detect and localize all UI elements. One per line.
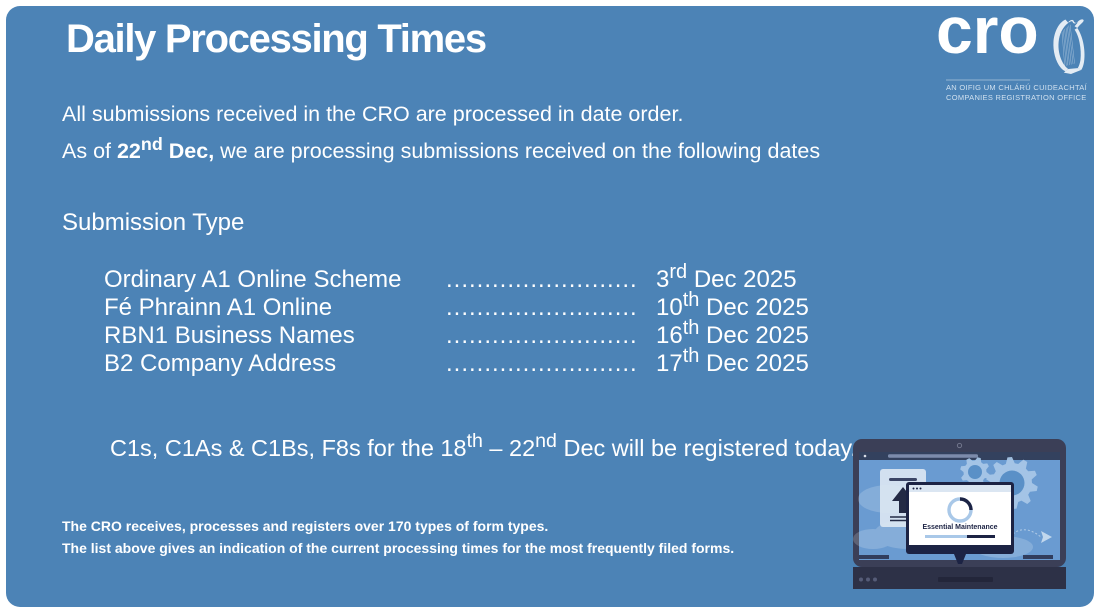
svg-text:Essential Maintenance: Essential Maintenance [922, 524, 997, 531]
svg-text:AN OIFIG UM CHLÁRÚ CUIDEACHTAÍ: AN OIFIG UM CHLÁRÚ CUIDEACHTAÍ [946, 83, 1088, 92]
svg-text:COMPANIES REGISTRATION OFFICE: COMPANIES REGISTRATION OFFICE [946, 93, 1087, 102]
svg-text:cro: cro [936, 6, 1039, 67]
